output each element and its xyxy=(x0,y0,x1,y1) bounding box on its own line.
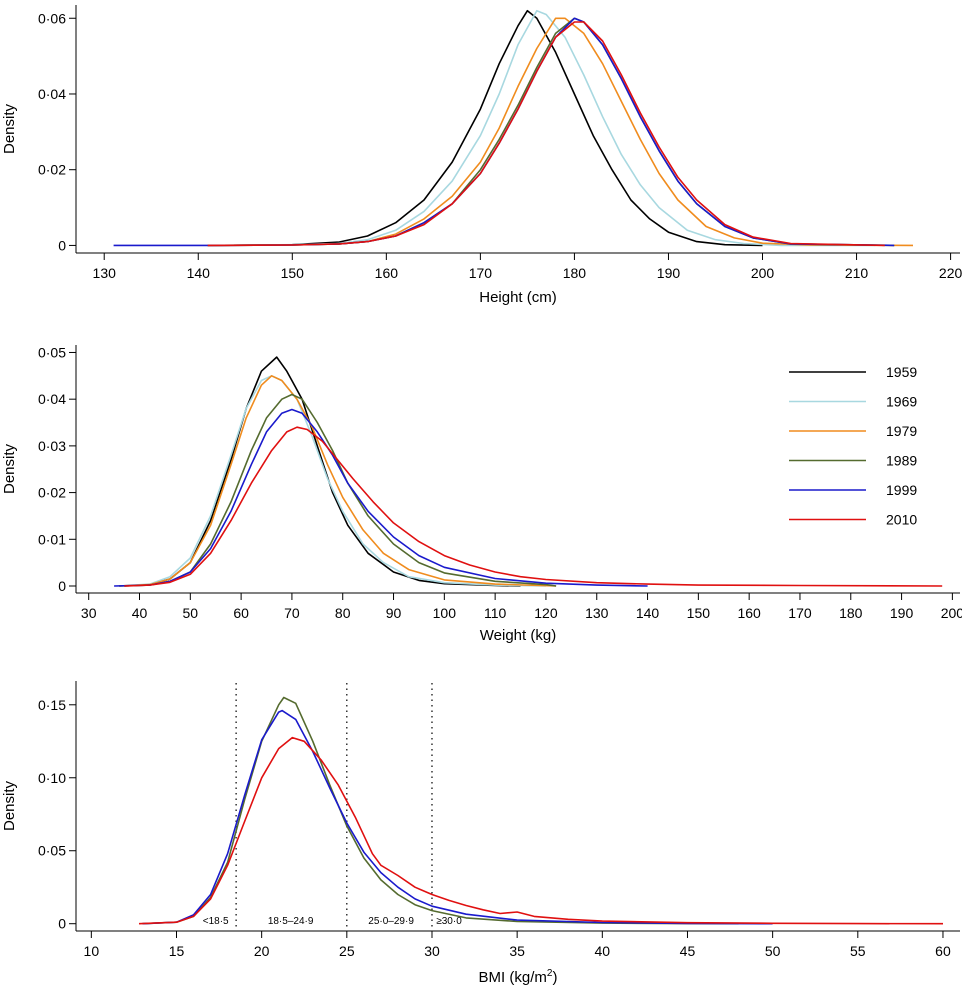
legend-label-1959: 1959 xyxy=(886,364,917,380)
x-tick-label: 190 xyxy=(657,265,681,281)
y-tick-label: 0·02 xyxy=(38,485,66,501)
x-tick-label: 200 xyxy=(941,605,962,621)
x-tick-label: 130 xyxy=(585,605,609,621)
y-tick-label: 0·03 xyxy=(38,438,66,454)
series-line-1959 xyxy=(207,9,763,247)
series-line-2010 xyxy=(124,426,943,587)
x-tick-label: 20 xyxy=(254,943,270,959)
legend-label-1999: 1999 xyxy=(886,482,917,498)
x-axis-title: Height (cm) xyxy=(479,289,557,306)
series-line-1999 xyxy=(142,709,773,925)
x-tick-label: 15 xyxy=(169,943,185,959)
x-tick-label: 180 xyxy=(563,265,587,281)
series-line-1989 xyxy=(142,696,739,925)
y-tick-label: 0·01 xyxy=(38,531,66,547)
x-tick-label: 10 xyxy=(84,943,100,959)
series-line-1979 xyxy=(119,375,557,587)
series-line-2010 xyxy=(207,21,885,247)
x-tick-label: 100 xyxy=(433,605,457,621)
x-tick-label: 170 xyxy=(469,265,493,281)
x-tick-label: 30 xyxy=(424,943,440,959)
bmi-band-label: ≥30·0 xyxy=(436,916,462,927)
legend-label-1979: 1979 xyxy=(886,423,917,439)
legend-label-2010: 2010 xyxy=(886,512,917,528)
bmi-band-label: <18·5 xyxy=(203,916,229,927)
x-tick-label: 80 xyxy=(335,605,351,621)
series-line-1989 xyxy=(207,17,895,247)
x-axis-title: Weight (kg) xyxy=(480,627,556,644)
legend-label-1989: 1989 xyxy=(886,453,917,469)
x-tick-label: 35 xyxy=(509,943,525,959)
x-tick-label: 200 xyxy=(751,265,775,281)
x-tick-label: 150 xyxy=(687,605,711,621)
x-tick-label: 210 xyxy=(845,265,869,281)
x-tick-label: 160 xyxy=(375,265,399,281)
series-line-1969 xyxy=(207,9,876,247)
x-tick-label: 150 xyxy=(281,265,305,281)
x-tick-label: 110 xyxy=(484,605,507,621)
y-tick-label: 0·02 xyxy=(38,162,66,178)
y-tick-label: 0·05 xyxy=(38,843,66,859)
y-tick-label: 0 xyxy=(58,237,66,253)
y-axis-title: Density xyxy=(1,103,18,154)
x-tick-label: 55 xyxy=(850,943,866,959)
legend: 1959 1969 1979 1989 1999 2010 xyxy=(789,364,917,528)
y-tick-label: 0·15 xyxy=(38,697,66,713)
series-line-2010 xyxy=(138,736,944,925)
panel-2: 30 40 50 60 70 80 90 100 110 120 130 140 150 160 170 18… xyxy=(1,344,962,644)
series-line-1999 xyxy=(114,408,648,587)
series-line-1969 xyxy=(119,375,546,587)
x-tick-label: 50 xyxy=(183,605,199,621)
x-tick-label: 170 xyxy=(788,605,812,621)
x-tick-label: 60 xyxy=(233,605,249,621)
x-tick-label: 120 xyxy=(534,605,558,621)
panel-1: 130 140 150 160 170 180 190 200 210 220 0 0·02 0·04 0… xyxy=(1,5,962,306)
x-axis-title: BMI (kg/m2) xyxy=(479,968,558,986)
y-tick-label: 0 xyxy=(58,578,66,594)
series-line-1979 xyxy=(207,17,914,247)
x-tick-label: 220 xyxy=(939,265,962,281)
x-tick-label: 90 xyxy=(386,605,402,621)
y-tick-label: 0·05 xyxy=(38,344,66,360)
series-line-1989 xyxy=(119,393,557,587)
x-tick-label: 190 xyxy=(890,605,914,621)
x-tick-label: 40 xyxy=(132,605,148,621)
bmi-band-label: 25·0–29·9 xyxy=(368,916,414,927)
y-tick-label: 0 xyxy=(58,916,66,932)
x-tick-label: 130 xyxy=(93,265,117,281)
series-line-1959 xyxy=(124,356,521,587)
y-tick-label: 0·06 xyxy=(38,10,66,26)
legend-label-1969: 1969 xyxy=(886,394,917,410)
y-tick-label: 0·10 xyxy=(38,770,66,786)
y-axis-title: Density xyxy=(1,780,18,831)
x-tick-label: 180 xyxy=(839,605,863,621)
x-tick-label: 25 xyxy=(339,943,355,959)
y-axis-title: Density xyxy=(1,443,18,494)
x-tick-label: 140 xyxy=(636,605,660,621)
x-tick-label: 160 xyxy=(737,605,761,621)
x-tick-label: 50 xyxy=(765,943,781,959)
x-tick-label: 140 xyxy=(187,265,211,281)
x-tick-label: 45 xyxy=(680,943,696,959)
x-tick-label: 30 xyxy=(81,605,97,621)
y-tick-label: 0·04 xyxy=(38,86,66,102)
x-tick-label: 40 xyxy=(595,943,611,959)
x-tick-label: 60 xyxy=(935,943,951,959)
panel-3: 10 15 20 25 30 35 40 45 50 55 60 0 0·05 0·10 0·15 Densi… xyxy=(1,681,960,986)
x-tick-label: 70 xyxy=(284,605,300,621)
y-tick-label: 0·04 xyxy=(38,391,66,407)
bmi-band-label: 18·5–24·9 xyxy=(268,916,314,927)
